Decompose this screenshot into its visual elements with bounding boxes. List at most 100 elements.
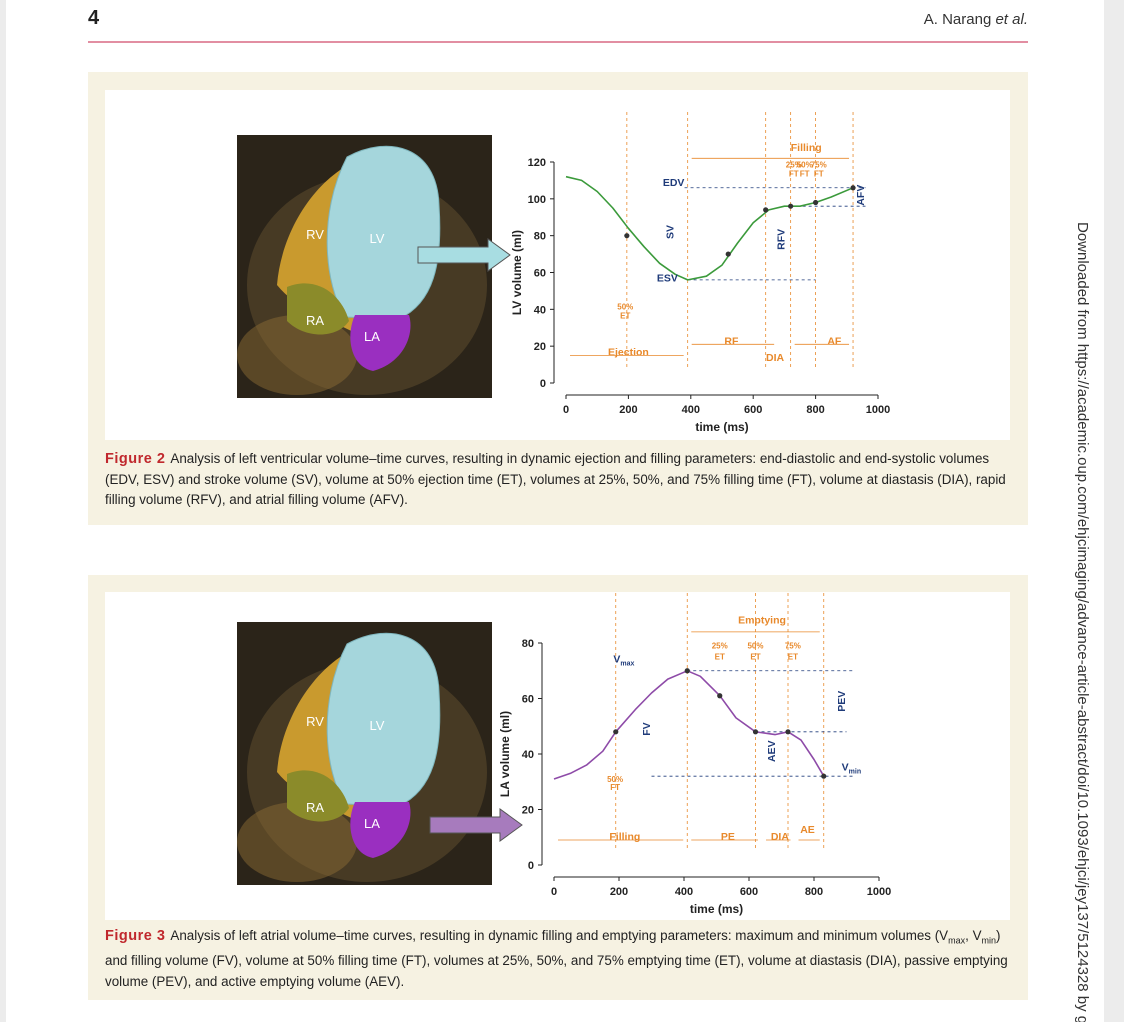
annotation: AEV xyxy=(766,740,778,762)
annotation: FT xyxy=(814,170,824,179)
heart-label: LA xyxy=(364,329,380,344)
y-tick-label: 100 xyxy=(528,194,546,206)
author-suffix: et al. xyxy=(995,11,1028,28)
caption-text: , V xyxy=(965,928,982,943)
side-note: Downloaded from https://academic.oup.com… xyxy=(1074,222,1091,1022)
y-tick-label: 20 xyxy=(534,341,546,353)
annotation: FV xyxy=(641,722,653,735)
x-tick-label: 1000 xyxy=(866,404,890,416)
annotation: EDV xyxy=(663,177,685,189)
annotation: RFV xyxy=(775,229,787,250)
heart-label: LV xyxy=(370,231,385,246)
data-point xyxy=(813,199,819,206)
annotation: ET xyxy=(750,653,760,662)
data-point xyxy=(684,668,690,674)
annotation-base: V xyxy=(613,653,620,665)
annotation: 75% xyxy=(785,642,801,651)
annotation: ET xyxy=(715,653,725,662)
data-point xyxy=(725,251,731,257)
annotation: 50% xyxy=(797,161,813,170)
x-tick-label: 600 xyxy=(744,404,762,416)
data-point xyxy=(850,185,856,191)
annotation: DIA xyxy=(771,831,790,843)
x-tick-label: 800 xyxy=(805,886,823,898)
annotation: SV xyxy=(665,225,677,239)
data-point xyxy=(717,693,723,699)
caption-text: Analysis of left atrial volume–time curv… xyxy=(170,928,949,943)
image-texture xyxy=(237,802,357,882)
la-shape xyxy=(350,315,411,371)
y-tick-label: 40 xyxy=(534,304,546,316)
data-point xyxy=(788,203,794,209)
caption: Figure 2 Analysis of left ventricular vol… xyxy=(105,449,1020,511)
annotation: ESV xyxy=(657,273,678,285)
annotation: 25% xyxy=(712,642,728,651)
page-number: 4 xyxy=(88,7,100,29)
annotation: DIA xyxy=(766,352,785,364)
annotation: Filling xyxy=(609,831,640,843)
annotation: Vmin xyxy=(842,762,861,776)
y-axis-label: LA volume (ml) xyxy=(498,711,512,797)
y-axis-label: LV volume (ml) xyxy=(510,230,524,315)
heart-label: RV xyxy=(306,714,324,729)
data-point xyxy=(763,207,769,213)
arrow xyxy=(429,808,523,842)
annotation: PE xyxy=(721,831,735,843)
caption-text: Analysis of left ventricular volume–time… xyxy=(105,451,1006,507)
x-tick-label: 600 xyxy=(740,886,758,898)
annotation: Vmax xyxy=(613,653,634,667)
annotation: FT xyxy=(800,170,810,179)
y-tick-label: 40 xyxy=(522,749,534,761)
lv-shape xyxy=(326,145,441,320)
la-shape xyxy=(350,802,411,858)
heart-image: RV LV RA LA xyxy=(237,135,492,398)
data-line xyxy=(565,175,854,281)
x-axis-label: time (ms) xyxy=(695,420,748,434)
y-tick-label: 0 xyxy=(540,378,546,390)
heart-image: RV LV RA LA xyxy=(237,622,492,885)
y-tick-label: 60 xyxy=(522,694,534,706)
data-point xyxy=(624,233,630,239)
x-axis-label: time (ms) xyxy=(690,902,743,916)
x-tick-label: 800 xyxy=(806,404,824,416)
annotation: 25% xyxy=(786,161,802,170)
annotation: 50% xyxy=(617,302,633,311)
data-point xyxy=(785,729,791,735)
annotation: 75% xyxy=(811,161,827,170)
lv-shape xyxy=(326,632,441,807)
x-tick-label: 200 xyxy=(610,886,628,898)
ra-shape xyxy=(287,770,349,822)
heart-label: RA xyxy=(306,313,324,328)
y-tick-label: 60 xyxy=(534,268,546,280)
annotation: FT xyxy=(789,170,799,179)
heart-label: LV xyxy=(370,718,385,733)
annotation: AFV xyxy=(855,185,867,206)
caption-text: ) and filling volume (FV), volume at 50%… xyxy=(105,928,1008,989)
x-tick-label: 400 xyxy=(682,404,700,416)
annotation: AF xyxy=(827,335,842,347)
annotation: PEV xyxy=(836,691,848,712)
data-point xyxy=(821,773,827,779)
image-texture xyxy=(237,315,357,395)
annotation: Ejection xyxy=(608,346,649,358)
caption: Figure 3 Analysis of left atrial volume–t… xyxy=(105,926,1020,992)
caption-label: Figure 2 xyxy=(105,451,166,467)
x-tick-label: 200 xyxy=(619,404,637,416)
annotation: FT xyxy=(610,783,620,792)
annotation: 50% xyxy=(747,642,763,651)
data-point xyxy=(752,729,759,735)
annotation-base: V xyxy=(842,762,849,774)
x-tick-label: 0 xyxy=(563,404,569,416)
y-tick-label: 80 xyxy=(534,231,546,243)
heart-label: RA xyxy=(306,800,324,815)
annotation: RF xyxy=(724,335,739,347)
x-tick-label: 0 xyxy=(551,886,557,898)
annotation-subscript: max xyxy=(620,660,634,667)
arrow xyxy=(417,238,511,272)
heart-label: RV xyxy=(306,227,324,242)
caption-label: Figure 3 xyxy=(105,928,166,944)
annotation: ET xyxy=(788,653,798,662)
data-point xyxy=(613,729,619,735)
annotation: 50% xyxy=(607,775,623,784)
